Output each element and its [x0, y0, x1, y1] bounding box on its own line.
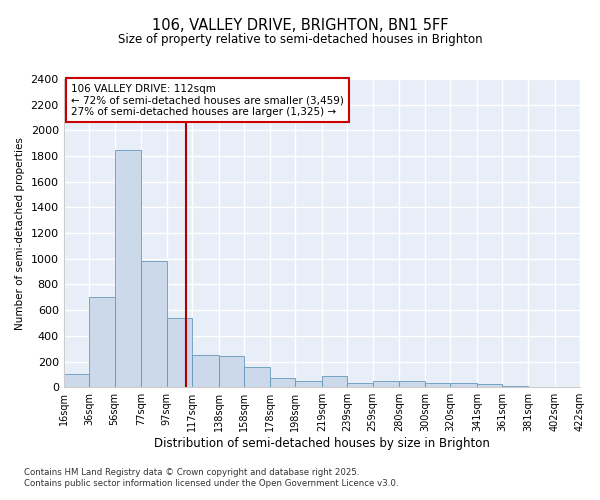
Bar	[425, 384, 450, 387]
Bar	[167, 318, 192, 387]
Bar	[347, 384, 373, 387]
Bar	[219, 356, 244, 387]
Bar	[244, 368, 269, 387]
Y-axis label: Number of semi-detached properties: Number of semi-detached properties	[15, 136, 25, 330]
Text: Contains HM Land Registry data © Crown copyright and database right 2025.
Contai: Contains HM Land Registry data © Crown c…	[24, 468, 398, 487]
Bar	[89, 298, 115, 387]
Text: 106 VALLEY DRIVE: 112sqm
← 72% of semi-detached houses are smaller (3,459)
27% o: 106 VALLEY DRIVE: 112sqm ← 72% of semi-d…	[71, 84, 344, 117]
Text: Size of property relative to semi-detached houses in Brighton: Size of property relative to semi-detach…	[118, 32, 482, 46]
Bar	[400, 382, 425, 387]
Bar	[269, 378, 295, 387]
Bar	[295, 381, 322, 387]
X-axis label: Distribution of semi-detached houses by size in Brighton: Distribution of semi-detached houses by …	[154, 437, 490, 450]
Bar	[192, 355, 219, 387]
Bar	[450, 384, 477, 387]
Bar	[554, 386, 580, 387]
Bar	[322, 376, 347, 387]
Bar	[115, 150, 141, 387]
Bar	[502, 386, 528, 387]
Bar	[64, 374, 89, 387]
Bar	[373, 382, 400, 387]
Bar	[141, 262, 167, 387]
Bar	[528, 386, 554, 387]
Text: 106, VALLEY DRIVE, BRIGHTON, BN1 5FF: 106, VALLEY DRIVE, BRIGHTON, BN1 5FF	[152, 18, 448, 32]
Bar	[477, 384, 502, 387]
